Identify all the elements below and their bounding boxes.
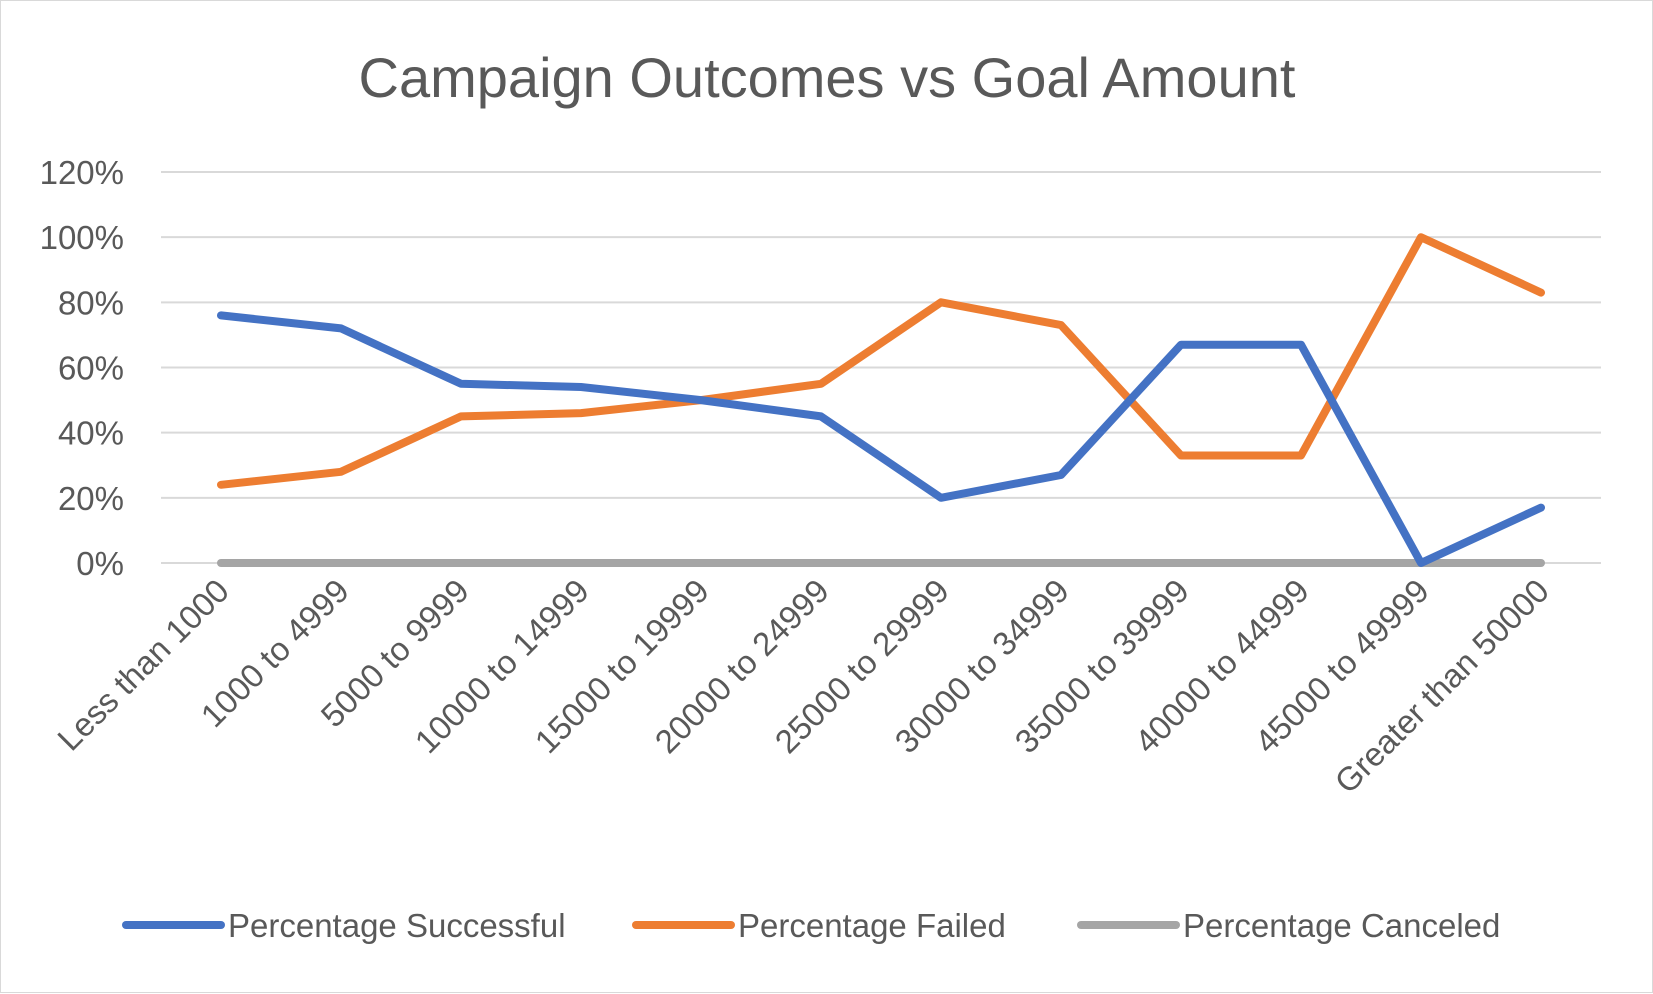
series-line-percentage-successful [217, 311, 1545, 567]
y-tick-label: 40% [58, 415, 124, 452]
chart-title: Campaign Outcomes vs Goal Amount [359, 46, 1296, 109]
y-axis-tick-labels: 0% 20% 40% 60% 80% 100% 120% [40, 154, 124, 582]
legend: Percentage Successful Percentage Failed Pe… [122, 907, 1500, 944]
y-tick-label: 60% [58, 350, 124, 387]
y-tick-label: 120% [40, 154, 124, 191]
y-tick-label: 80% [58, 284, 124, 321]
legend-label: Percentage Successful [228, 907, 566, 944]
x-category-label: Greater than 50000 [1327, 572, 1556, 801]
y-tick-label: 100% [40, 219, 124, 256]
legend-label: Percentage Canceled [1183, 907, 1500, 944]
y-tick-label: 0% [76, 545, 124, 582]
series-line-percentage-failed [217, 233, 1545, 489]
legend-label: Percentage Failed [738, 907, 1006, 944]
x-category-label: Less than 1000 [50, 572, 236, 758]
y-tick-label: 20% [58, 480, 124, 517]
gridlines [161, 171, 1601, 564]
series-lines [217, 233, 1545, 567]
